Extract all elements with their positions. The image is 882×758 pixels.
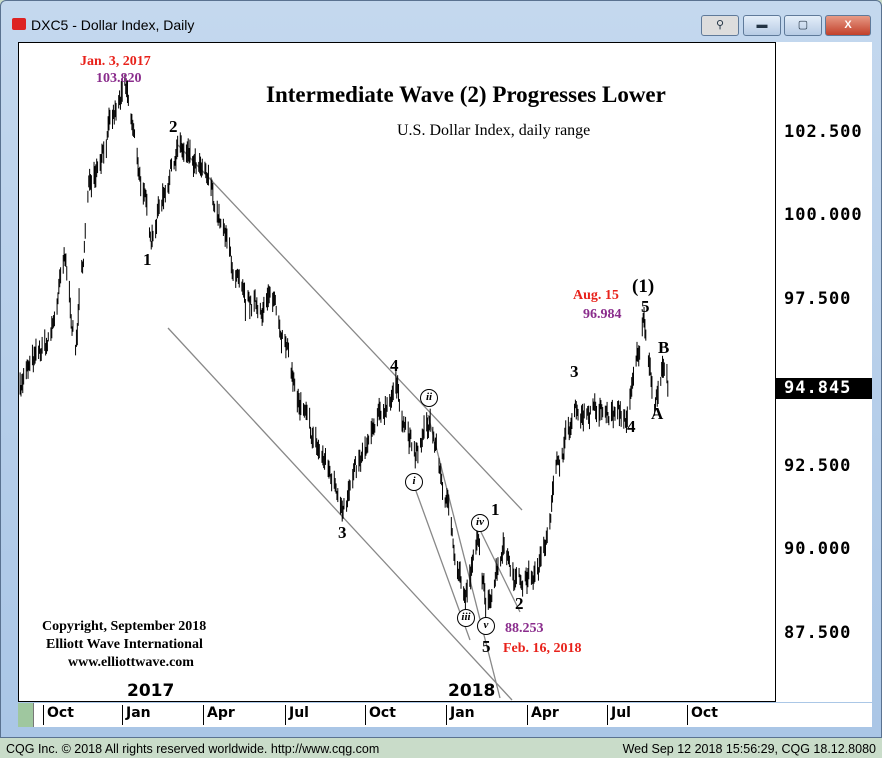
minimize-button[interactable]: ▬ [743, 15, 781, 36]
wave-circle-label: i [405, 473, 423, 491]
wave-label: 2 [169, 117, 178, 136]
year-label: 2017 [127, 681, 175, 701]
wave-circle-label: iv [471, 514, 489, 532]
wave-label: (1) [632, 276, 655, 297]
axis-corner[interactable] [18, 703, 34, 727]
y-tick: 90.000 [784, 539, 852, 559]
low-date: Feb. 16, 2018 [503, 641, 582, 656]
x-tick: Jan [122, 705, 151, 725]
x-tick: Oct [43, 705, 74, 725]
copyright-line: Copyright, September 2018 [42, 619, 207, 634]
window-title: DXC5 - Dollar Index, Daily [31, 17, 195, 33]
wave-label: 3 [338, 523, 347, 542]
close-button[interactable]: X [825, 15, 871, 36]
title-bar: DXC5 - Dollar Index, Daily ⚲ ▬ ▢ X [1, 1, 881, 41]
y-tick: 102.500 [784, 122, 863, 142]
year-label: 2018 [448, 681, 496, 701]
status-bar: CQG Inc. © 2018 All rights reserved worl… [0, 740, 882, 758]
y-tick: 92.500 [784, 456, 852, 476]
high-value: 103.820 [96, 71, 142, 86]
x-tick: Oct [365, 705, 396, 725]
wave-label: 4 [390, 356, 399, 375]
wave-label: 4 [627, 417, 636, 436]
last-price-marker: 94.845 [776, 378, 872, 399]
x-tick: Jul [285, 705, 309, 725]
y-tick: 97.500 [784, 289, 852, 309]
wave-circle-label: iii [457, 609, 475, 627]
x-tick: Apr [203, 705, 235, 725]
upper-channel-line [177, 144, 523, 511]
aug-date: Aug. 15 [573, 288, 619, 303]
wave-line [479, 529, 521, 613]
wave-circle-label: ii [420, 389, 438, 407]
wave-label: 5 [482, 637, 491, 656]
copyright-line: www.elliottwave.com [68, 655, 194, 670]
wave-label: B [658, 338, 670, 357]
chart-title: Intermediate Wave (2) Progresses Lower [266, 82, 666, 107]
time-axis [18, 703, 872, 727]
x-tick: Jan [446, 705, 475, 725]
status-timestamp: Wed Sep 12 2018 15:56:29, CQG 18.12.8080 [622, 742, 876, 756]
price-axis: 102.500 100.000 97.500 92.500 90.000 87.… [776, 42, 872, 702]
x-tick: Apr [527, 705, 559, 725]
wave-label: 1 [143, 250, 152, 269]
aug-value: 96.984 [583, 307, 622, 322]
x-tick: Oct [687, 705, 718, 725]
wave-label: A [651, 404, 664, 423]
status-copyright: CQG Inc. © 2018 All rights reserved worl… [6, 742, 380, 756]
wave-line [427, 414, 501, 699]
x-tick: Jul [607, 705, 631, 725]
copyright-line: Elliott Wave International [46, 637, 203, 652]
wave-label: 2 [515, 594, 524, 613]
app-icon [12, 18, 26, 30]
link-icon[interactable]: ⚲ [701, 15, 739, 36]
wave-circle-label: v [477, 617, 495, 635]
y-tick: 87.500 [784, 623, 852, 643]
maximize-button[interactable]: ▢ [784, 15, 822, 36]
wave-label: 1 [491, 500, 500, 519]
wave-label: 3 [570, 362, 579, 381]
high-date: Jan. 3, 2017 [80, 54, 151, 69]
low-value: 88.253 [505, 621, 544, 636]
chart-subtitle: U.S. Dollar Index, daily range [397, 122, 591, 139]
y-tick: 100.000 [784, 205, 863, 225]
wave-label: 5 [641, 297, 650, 316]
